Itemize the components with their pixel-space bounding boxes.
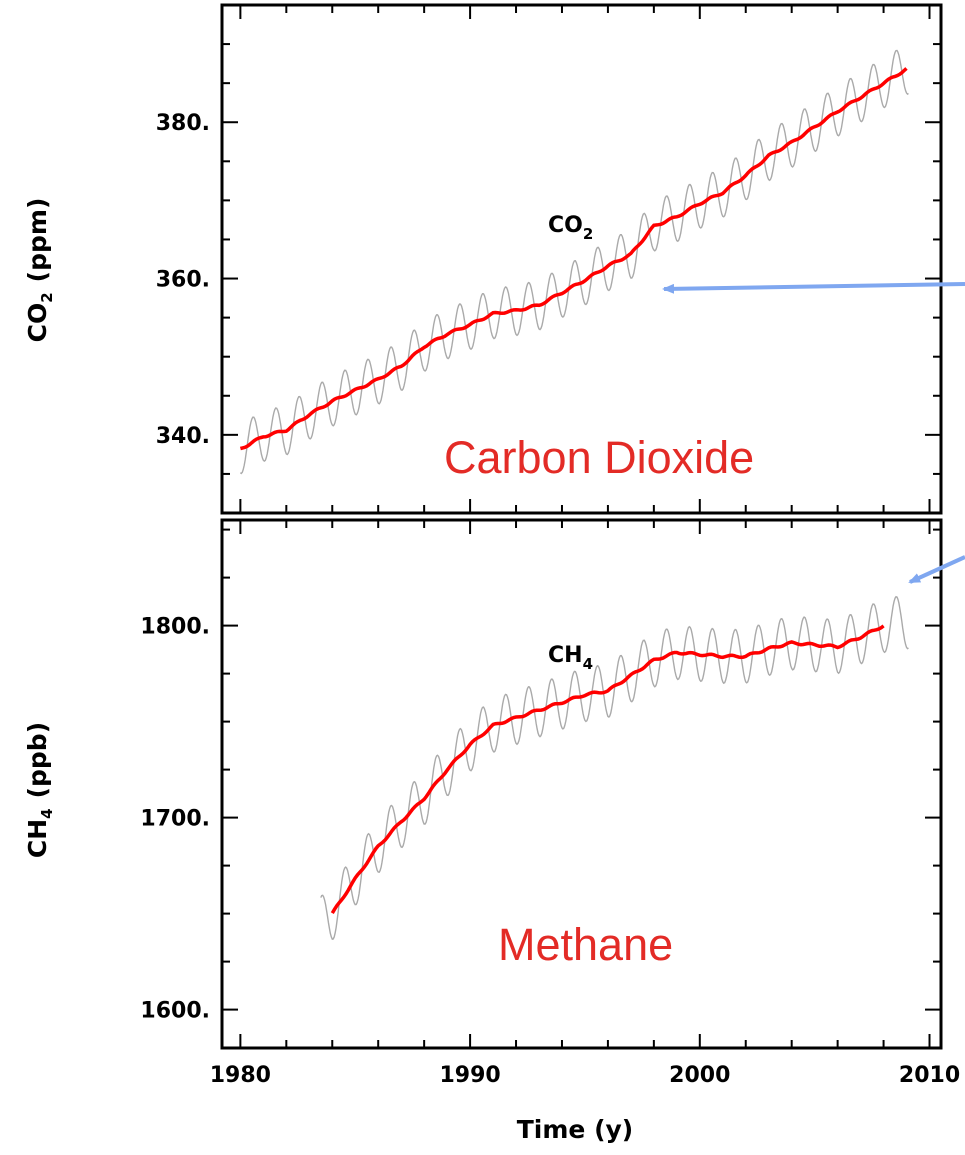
co2-panel: 340. 360. 380. CO2 Carbon Dioxide CO2(ppm) xyxy=(23,3,965,515)
co2-trend-line xyxy=(239,67,908,451)
x-tick-label: 1990 xyxy=(439,1063,500,1088)
y-tick-label: 1800. xyxy=(140,615,210,640)
y-tick-label: 1600. xyxy=(140,999,210,1024)
ch4-pointer-arrow xyxy=(908,555,965,584)
x-tick-labels: 1980 1990 2000 2010 xyxy=(210,1063,960,1088)
x-tick-label: 2010 xyxy=(899,1063,960,1088)
x-axis-title: Time (y) xyxy=(517,1115,633,1144)
carbon-dioxide-label: Carbon Dioxide xyxy=(444,432,754,483)
co2-monthly-line xyxy=(239,49,909,475)
x-tick-label: 2000 xyxy=(669,1063,730,1088)
methane-label: Methane xyxy=(498,919,673,970)
y-tick-label: 380. xyxy=(156,111,210,136)
y-tick-label: 1700. xyxy=(140,807,210,832)
ch4-y-tick-labels: 1600. 1700. 1800. xyxy=(140,615,210,1024)
y-tick-label: 360. xyxy=(156,268,210,293)
co2-pointer-arrow xyxy=(662,282,965,294)
ch4-panel: 1600. 1700. 1800. 1980 1990 2000 2010 CH4 Met… xyxy=(23,518,965,1144)
co2-series-label: CO2 xyxy=(548,213,593,243)
co2-y-tick-labels: 340. 360. 380. xyxy=(156,111,210,449)
ch4-series-label: CH4 xyxy=(548,643,593,673)
ch4-tick-marks xyxy=(222,520,941,1048)
ch4-plot-frame xyxy=(220,518,943,1050)
y-tick-label: 340. xyxy=(156,424,210,449)
co2-tick-marks xyxy=(222,4,941,514)
x-tick-label: 1980 xyxy=(210,1063,271,1088)
co2-y-axis-title: CO2(ppm) xyxy=(23,198,56,343)
ch4-y-axis-title: CH4(ppb) xyxy=(23,722,56,858)
ch4-monthly-line xyxy=(320,595,909,941)
co2-plot-frame xyxy=(220,3,943,515)
ch4-trend-line xyxy=(330,624,885,914)
